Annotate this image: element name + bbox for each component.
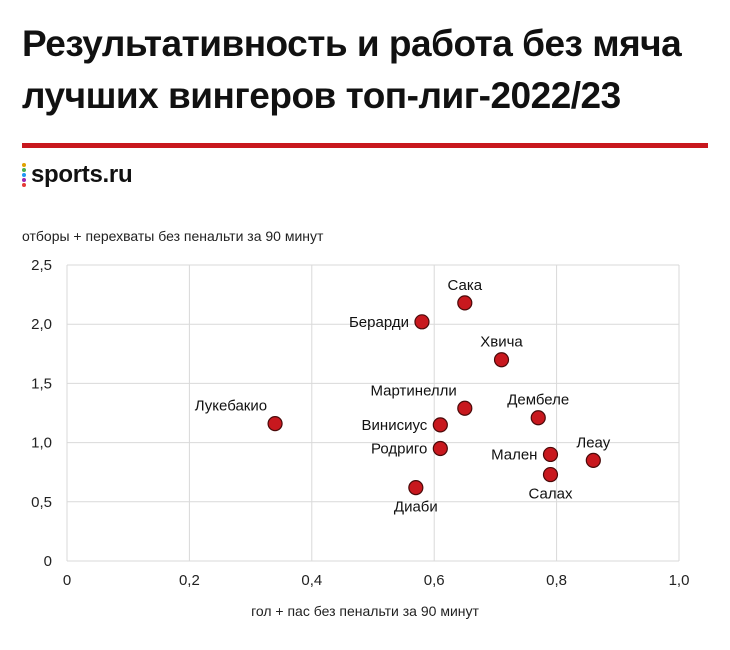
- x-tick-label: 1,0: [669, 572, 690, 589]
- y-axis-label: отборы + перехваты без пенальти за 90 ми…: [22, 228, 324, 244]
- x-tick-label: 0,4: [301, 572, 322, 589]
- point-label: Сака: [448, 277, 483, 294]
- data-point: [530, 410, 546, 426]
- x-tick-label: 0,6: [424, 572, 445, 589]
- data-point: [542, 446, 559, 463]
- point-label: Мартинелли: [371, 382, 457, 399]
- y-tick-label: 0: [44, 553, 52, 570]
- logo-dot: [22, 178, 26, 182]
- y-tick-label: 1,0: [31, 435, 52, 452]
- brand-logo: sports.ru: [22, 160, 133, 190]
- point-label: Хвича: [480, 334, 523, 351]
- x-tick-label: 0,2: [179, 572, 200, 589]
- logo-dots-icon: [22, 163, 26, 187]
- data-point: [457, 295, 473, 311]
- point-label: Дембеле: [507, 392, 569, 409]
- data-point: [493, 352, 510, 368]
- y-tick-label: 0,5: [31, 494, 52, 511]
- data-point: [432, 440, 448, 457]
- chart-title: Результативность и работа без мяча лучши…: [22, 18, 712, 122]
- x-tick-label: 0: [63, 572, 71, 589]
- data-point: [585, 452, 601, 468]
- logo-dot: [22, 173, 26, 177]
- logo-dot: [22, 183, 26, 187]
- title-line-2: лучших вингеров топ-лиг-2022/23: [22, 75, 621, 116]
- data-point: [414, 314, 430, 330]
- x-tick-label: 0,8: [546, 572, 567, 589]
- data-point: [432, 417, 448, 433]
- data-point: [408, 479, 424, 496]
- point-label: Винисиус: [362, 417, 428, 434]
- point-label: Лукебакио: [195, 398, 267, 415]
- brand-name: sports.ru: [31, 161, 133, 188]
- title-rule: [22, 143, 708, 148]
- point-label: Родриго: [371, 441, 427, 458]
- data-point: [457, 400, 473, 416]
- point-label: Диаби: [394, 499, 438, 516]
- title-line-1: Результативность и работа без мяча: [22, 23, 682, 64]
- point-label: Берарди: [349, 314, 409, 331]
- logo-dot: [22, 163, 26, 167]
- point-label: Салах: [529, 486, 573, 503]
- x-axis-label: гол + пас без пенальти за 90 минут: [251, 603, 479, 619]
- y-tick-label: 2,0: [31, 316, 52, 333]
- y-tick-label: 2,5: [31, 257, 52, 274]
- logo-dot: [22, 168, 26, 172]
- y-tick-label: 1,5: [31, 375, 52, 392]
- point-label: Леау: [576, 434, 610, 451]
- data-point: [542, 466, 559, 483]
- data-point: [267, 416, 283, 432]
- point-label: Мален: [491, 446, 537, 463]
